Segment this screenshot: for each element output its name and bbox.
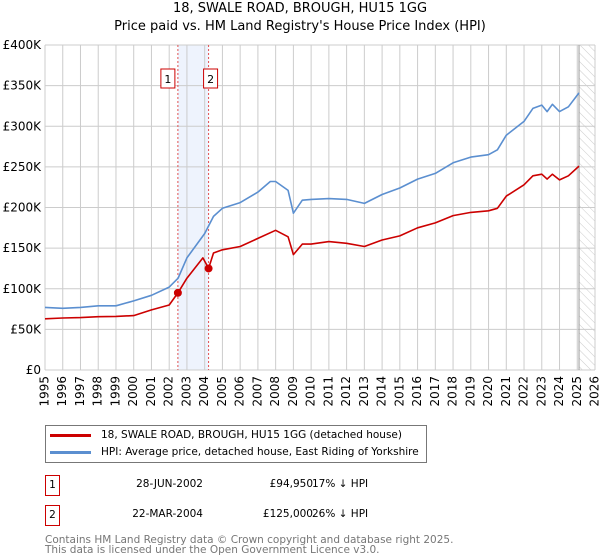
x-tick-label: 2017 [428, 376, 442, 407]
sale-date: 28-JUN-2002 [136, 478, 203, 490]
sale-label: 2 [207, 73, 214, 86]
y-tick-label: £350K [3, 79, 43, 93]
y-tick-label: £50K [10, 322, 42, 336]
legend-swatch-red [50, 433, 91, 437]
sale-hpi-diff: 17% ↓ HPI [312, 478, 369, 490]
property-price-line [44, 165, 580, 320]
x-tick-label: 2014 [375, 376, 389, 407]
x-tick-label: 2000 [126, 376, 140, 407]
sale-row: 1 28-JUN-2002 £94,950 17% ↓ HPI [45, 475, 445, 496]
x-tick-label: 2002 [162, 376, 176, 407]
x-tick-label: 2026 [588, 376, 600, 407]
x-tick-label: 2011 [321, 376, 335, 407]
x-tick-label: 2004 [197, 376, 211, 407]
sale-hpi-diff: 26% ↓ HPI [312, 508, 369, 520]
x-tick-label: 2009 [286, 376, 300, 407]
sale-label-box [160, 68, 176, 89]
footer-copyright: Contains HM Land Registry data © Crown c… [45, 534, 454, 546]
x-tick-label: 2023 [534, 376, 548, 407]
y-tick-label: £400K [3, 38, 43, 52]
x-tick-label: 2018 [446, 376, 460, 407]
x-tick-label: 2016 [410, 376, 424, 407]
sale-row: 2 22-MAR-2004 £125,000 26% ↓ HPI [45, 505, 445, 526]
chart-subtitle: Price paid vs. HM Land Registry's House … [114, 19, 486, 34]
x-tick-label: 1999 [108, 376, 122, 407]
x-tick-label: 1998 [91, 376, 105, 407]
x-tick-label: 2008 [268, 376, 282, 407]
y-tick-label: £300K [3, 119, 43, 133]
sale-label-box [203, 68, 219, 89]
x-tick-label: 2022 [517, 376, 531, 407]
legend-item-property: 18, SWALE ROAD, BROUGH, HU15 1GG (detach… [50, 427, 402, 443]
hpi-line [44, 92, 580, 310]
x-tick-label: 2024 [552, 376, 566, 407]
x-tick-label: 2015 [392, 376, 406, 407]
x-tick-label: 2019 [463, 376, 477, 407]
x-tick-label: 2006 [233, 376, 247, 407]
footer-licence: This data is licensed under the Open Gov… [45, 544, 380, 556]
x-tick-label: 2007 [250, 376, 264, 407]
x-tick-label: 2012 [339, 376, 353, 407]
x-tick-label: 2003 [179, 376, 193, 407]
x-tick-label: 1997 [73, 376, 87, 407]
legend-swatch-blue [50, 450, 91, 454]
sale-label: 1 [164, 73, 171, 86]
legend-item-hpi: HPI: Average price, detached house, East… [50, 444, 419, 460]
sale-marker: 2 [45, 505, 60, 526]
sale-point [204, 264, 213, 273]
x-tick-label: 2021 [499, 376, 513, 407]
x-tick-label: 1996 [55, 376, 69, 407]
x-tick-label: 1995 [38, 376, 52, 407]
x-tick-label: 2010 [304, 376, 318, 407]
y-tick-label: £150K [3, 241, 43, 255]
x-tick-label: 2001 [144, 376, 158, 407]
y-tick-label: £200K [3, 201, 43, 215]
legend: 18, SWALE ROAD, BROUGH, HU15 1GG (detach… [45, 425, 427, 463]
sale-date: 22-MAR-2004 [132, 508, 203, 520]
y-tick-label: £250K [3, 160, 43, 174]
sale-price: £125,000 [262, 508, 313, 520]
x-tick-label: 2020 [481, 376, 495, 407]
x-tick-label: 2025 [570, 376, 584, 407]
legend-label: 18, SWALE ROAD, BROUGH, HU15 1GG (detach… [101, 429, 402, 441]
x-tick-label: 2013 [357, 376, 371, 407]
x-tick-label: 2005 [215, 376, 229, 407]
sale-price: £94,950 [269, 478, 313, 490]
sale-point [173, 288, 182, 297]
y-tick-label: £0 [26, 363, 41, 377]
sale-marker: 1 [45, 475, 60, 496]
price-chart: 1995 1996 1997 1998 1999 2000 2001 2002 2003 2004… [3, 38, 600, 407]
y-tick-label: £100K [3, 282, 43, 296]
legend-label: HPI: Average price, detached house, East… [101, 446, 419, 458]
chart-title: 18, SWALE ROAD, BROUGH, HU15 1GG [172, 1, 428, 16]
